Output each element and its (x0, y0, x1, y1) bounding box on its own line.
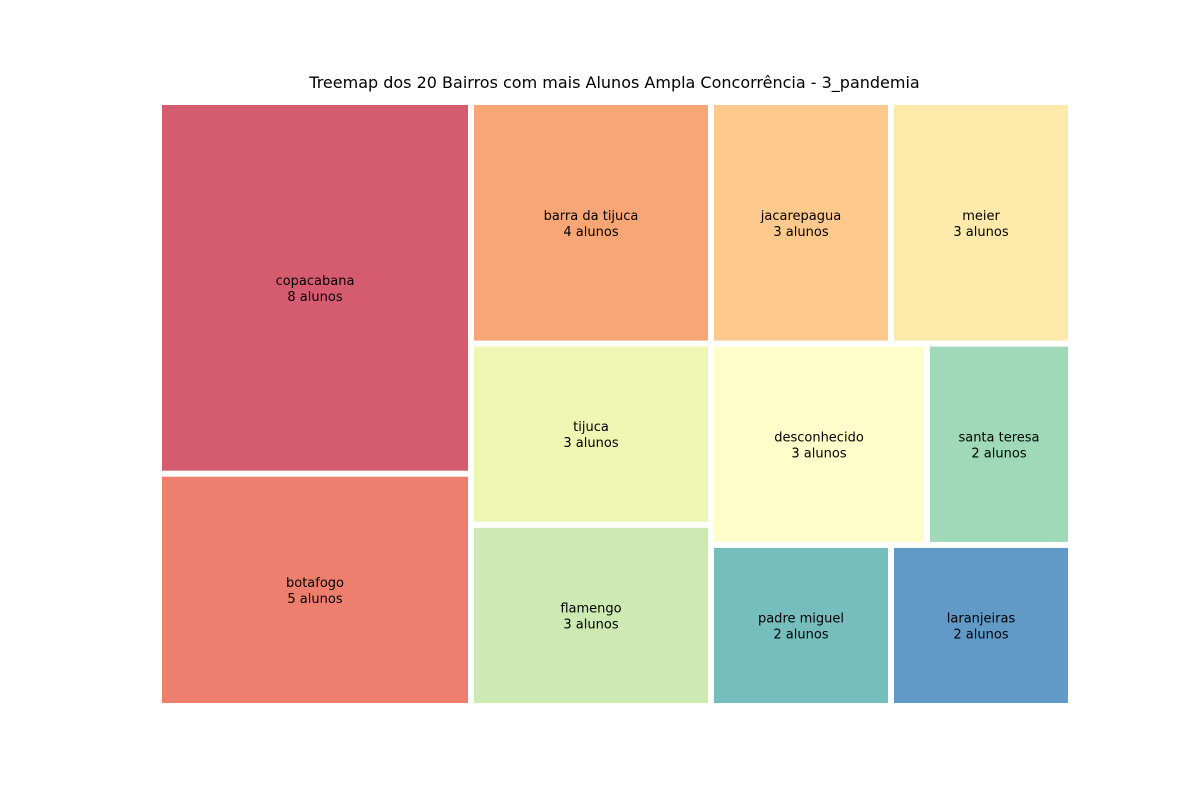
tile-rect-laranjeiras (894, 547, 1068, 703)
tile-name-meier: meier (962, 209, 1000, 224)
tile-value-desconhecido: 3 alunos (791, 446, 846, 461)
tile-value-laranjeiras: 2 alunos (953, 627, 1008, 642)
tile-rect-tijuca (474, 346, 708, 522)
tile-rect-desconhecido (714, 346, 924, 542)
tile-name-barra-da-tijuca: barra da tijuca (544, 209, 639, 224)
tile-rect-jacarepagua (714, 105, 888, 341)
tile-rect-copacabana (162, 105, 468, 471)
tile-name-santa-teresa: santa teresa (958, 430, 1039, 445)
tile-value-jacarepagua: 3 alunos (773, 225, 828, 240)
tile-value-padre-miguel: 2 alunos (773, 627, 828, 642)
tile-rect-flamengo (474, 527, 708, 703)
tile-rect-padre-miguel (714, 547, 888, 703)
tile-value-botafogo: 5 alunos (287, 592, 342, 607)
tile-value-flamengo: 3 alunos (563, 617, 618, 632)
tile-name-tijuca: tijuca (573, 420, 609, 435)
tile-value-meier: 3 alunos (953, 225, 1008, 240)
tile-rect-barra-da-tijuca (474, 105, 708, 341)
tile-name-botafogo: botafogo (286, 576, 344, 591)
tile-name-desconhecido: desconhecido (774, 430, 864, 445)
tile-rect-santa-teresa (930, 346, 1068, 542)
tile-name-laranjeiras: laranjeiras (947, 611, 1016, 626)
tile-name-padre-miguel: padre miguel (758, 611, 844, 626)
tile-rect-botafogo (162, 476, 468, 703)
tile-value-tijuca: 3 alunos (563, 436, 618, 451)
tile-name-copacabana: copacabana (276, 274, 355, 289)
tile-rect-meier (894, 105, 1068, 341)
tile-value-santa-teresa: 2 alunos (971, 446, 1026, 461)
tile-name-flamengo: flamengo (560, 601, 621, 616)
chart-title: Treemap dos 20 Bairros com mais Alunos A… (308, 73, 919, 93)
tile-value-barra-da-tijuca: 4 alunos (563, 225, 618, 240)
tile-value-copacabana: 8 alunos (287, 290, 342, 305)
tile-name-jacarepagua: jacarepagua (760, 209, 841, 224)
